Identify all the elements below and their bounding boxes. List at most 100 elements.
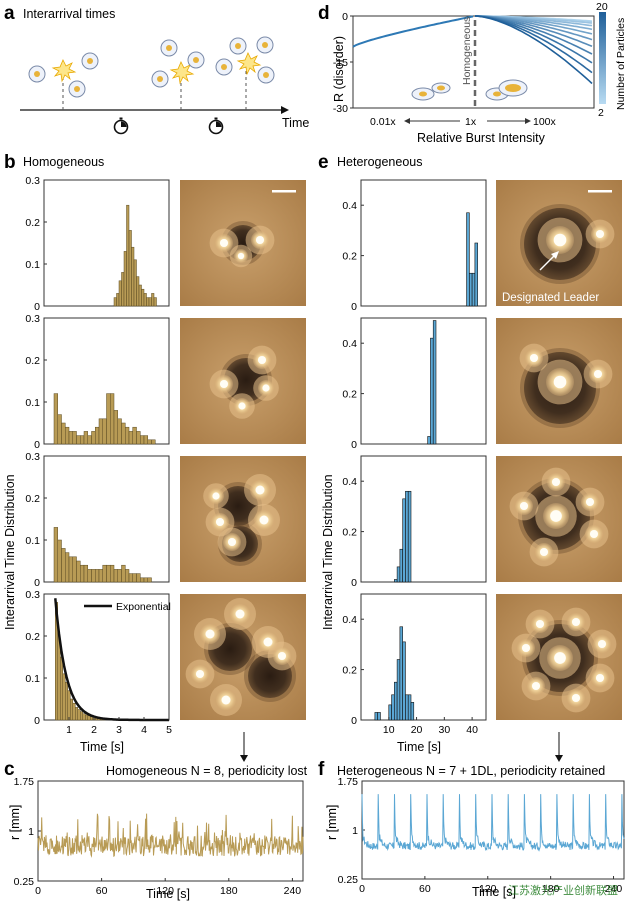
particle-core [259,515,269,525]
d-ytick-label: 0 [342,11,348,23]
c-ylabel: r [mm] [8,805,22,840]
b1-bar [131,246,135,307]
c-xtick-label: 0 [35,885,41,897]
particle-core [227,537,237,547]
d-tick-0.01x: 0.01x [370,116,396,128]
particle-core [219,238,229,248]
b2-bar [132,426,137,445]
d-colorbar [599,12,606,104]
e3-ytick-label: 0 [351,577,357,589]
particle-core [235,609,245,619]
b2-bar [106,393,111,445]
watermark: 江苏激光产业创新联盟 [508,883,618,897]
e2-bar [432,320,437,445]
legend-exponential-label: Exponential [116,601,171,613]
c-ytick-label: 1.75 [14,776,35,788]
panel-label-f: f [318,759,325,780]
micrographs [180,180,622,720]
d-series-n12 [474,15,593,85]
c-ytick-label: 0.25 [14,876,35,888]
d-tick-100x: 100x [533,116,557,128]
e4-bar [391,694,395,721]
particle-core [531,681,541,691]
b3-ytick-label: 0.2 [25,493,40,505]
b2-bar [95,426,100,445]
b2-bar [136,431,141,445]
b2-bar [68,431,73,445]
b2-bar [91,431,96,445]
e4-bar [374,712,378,721]
panel-label-a: a [4,3,15,24]
e4-xtick-label: 10 [383,724,395,736]
panel-e-title: Heterogeneous [337,155,422,169]
e1-ytick-label: 0 [351,301,357,313]
b3-bar [125,569,130,583]
particle-core [553,375,567,389]
d-colorbar-label: Number of Particles [615,18,627,110]
particle-core [221,695,231,705]
particle-core [595,229,605,239]
traces: 0.25 1 1.75 0 60 120 180 240 0.25 1 1.75 0 60 120 180 2… [14,776,625,897]
b2-bar [57,414,62,445]
particle-core [263,637,273,647]
f-ytick-label: 1.75 [338,776,359,788]
b3-bar [140,577,145,583]
burst-cluster-2 [151,39,205,88]
d-tick-1x: 1x [465,116,477,128]
particle-core [529,353,539,363]
particle-core [237,252,245,260]
b4-xtick-label: 3 [116,724,122,736]
b4-fit-line [54,598,169,722]
c-xtick-label: 240 [284,885,302,897]
d-annotation: Homogeneous [461,17,473,85]
b1-bar [151,293,155,307]
e3-ytick-label: 0.2 [342,527,357,539]
e1-bar [466,212,470,307]
b4-bar [60,656,63,721]
f-xtick-label: 0 [359,883,365,895]
e4-bar [410,702,415,721]
f-xlabel: Time [s] [472,885,516,899]
particle-core [553,233,567,247]
e4-ytick-label: 0.4 [342,614,357,626]
f-xtick-label: 180 [542,883,560,895]
b4-bar [87,715,91,721]
micrograph-e1 [496,180,622,306]
e3-ytick-label: 0.4 [342,476,357,488]
b3-bar [143,577,148,583]
e1-bar [471,272,476,307]
b2-bar [80,435,85,445]
b3-ytick-label: 0 [34,577,40,589]
b3-bar [72,556,77,583]
b1-bar [126,204,130,307]
particle-core [212,492,220,500]
e4-bar [405,694,409,721]
panel-label-c: c [4,759,15,780]
panel-label-d: d [318,3,330,24]
e4-bar [377,712,381,721]
d-particle-icons [411,79,528,101]
b4-bar [70,698,73,721]
b3-bar [95,569,100,583]
e4-xtick-label: 40 [466,724,478,736]
e2-bar [427,436,431,445]
e1-bar [469,272,473,307]
b2-ytick-label: 0 [34,439,40,451]
e1-ytick-label: 0.4 [342,200,357,212]
b4-bar [65,681,68,721]
b3-bar [121,564,126,583]
b1-bar [118,280,122,307]
micrograph-b1 [180,180,306,306]
particle-core [205,629,215,639]
particle-core [551,477,561,487]
b2-bar [151,439,156,445]
b1-bar [146,297,150,307]
b2-ytick-label: 0.2 [25,355,40,367]
f-ytick-label: 0.25 [338,874,359,886]
particle-core [257,355,267,365]
f-ytick-label: 1 [352,825,358,837]
particle-core [597,639,607,649]
b1-bar [133,259,137,307]
e3-bar [407,490,412,583]
b2-bar [140,435,145,445]
